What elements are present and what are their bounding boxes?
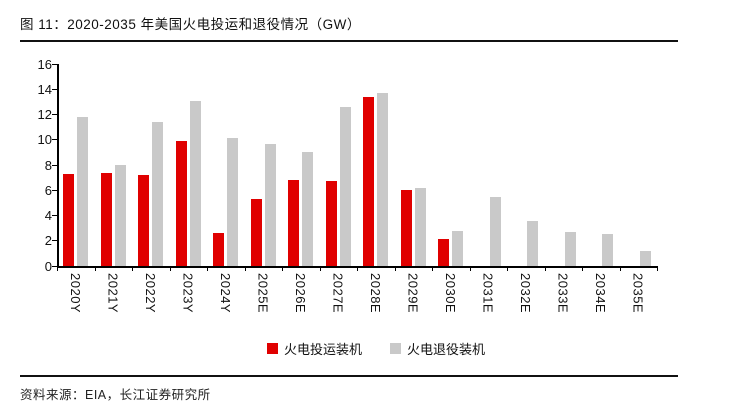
x-axis-category-label: 2020Y xyxy=(67,273,83,314)
bar-commission xyxy=(400,190,412,266)
y-axis-tick-label: 2 xyxy=(44,233,52,249)
bar-commission xyxy=(325,181,337,266)
y-tick-mark xyxy=(52,164,57,166)
bar-retire xyxy=(339,106,351,266)
y-axis-tick-label: 8 xyxy=(44,157,52,173)
x-tick-mark xyxy=(357,266,358,271)
x-axis-category-label: 2023Y xyxy=(180,273,196,314)
bar-commission xyxy=(213,233,225,266)
x-axis-category-label: 2027E xyxy=(330,273,346,314)
x-tick-mark xyxy=(619,266,621,271)
bar-commission xyxy=(138,175,150,266)
figure-title: 图 11：2020-2035 年美国火电投运和退役情况（GW） xyxy=(20,17,361,32)
chart-legend: 火电投运装机 火电退役装机 xyxy=(0,339,752,358)
y-tick-mark xyxy=(52,215,57,216)
y-axis-tick-label: 10 xyxy=(37,132,52,148)
legend-label: 火电退役装机 xyxy=(407,342,486,357)
y-axis-tick-label: 16 xyxy=(37,56,52,72)
x-axis-category-label: 2024Y xyxy=(217,273,233,314)
legend-label: 火电投运装机 xyxy=(283,342,362,357)
x-tick-mark xyxy=(57,266,58,271)
x-tick-mark xyxy=(319,266,321,271)
bar-retire xyxy=(227,138,239,266)
x-axis-category-label: 2028E xyxy=(367,273,383,314)
bar-retire xyxy=(414,187,426,266)
bar-retire xyxy=(114,165,126,266)
bar-retire xyxy=(452,230,464,266)
bar-retire xyxy=(302,152,314,266)
bar-retire xyxy=(639,250,651,266)
bar-retire xyxy=(489,196,501,266)
y-axis-tick-label: 0 xyxy=(44,258,52,274)
x-tick-mark xyxy=(282,266,283,271)
x-tick-mark xyxy=(544,266,546,271)
x-tick-mark xyxy=(394,266,396,271)
x-axis-category-label: 2030E xyxy=(442,273,458,314)
x-tick-mark xyxy=(507,266,508,271)
y-tick-mark xyxy=(52,189,57,191)
source-note: 资料来源：EIA，长江证券研究所 xyxy=(20,388,211,402)
x-axis-category-label: 2031E xyxy=(480,273,496,314)
x-tick-mark xyxy=(94,266,96,271)
x-axis-category-label: 2021Y xyxy=(105,273,121,314)
x-tick-mark xyxy=(207,266,208,271)
x-axis-category-label: 2035E xyxy=(630,273,646,314)
bar-retire xyxy=(152,122,164,266)
y-tick-mark xyxy=(52,240,57,242)
y-tick-mark xyxy=(52,63,57,65)
bar-retire xyxy=(189,100,201,266)
bar-retire xyxy=(377,93,389,266)
y-tick-mark xyxy=(52,114,57,115)
bar-retire xyxy=(77,117,89,266)
bar-commission xyxy=(438,239,450,266)
x-axis-category-label: 2022Y xyxy=(142,273,158,314)
x-tick-mark xyxy=(657,266,658,271)
x-tick-mark xyxy=(169,266,171,271)
legend-item-retire: 火电退役装机 xyxy=(390,339,485,358)
bar-commission xyxy=(100,172,112,266)
source-divider xyxy=(20,375,678,377)
y-axis-line xyxy=(57,64,59,267)
y-tick-mark xyxy=(52,265,57,267)
x-tick-mark xyxy=(469,266,471,271)
retire-legend-swatch xyxy=(390,343,401,354)
x-axis-category-label: 2033E xyxy=(555,273,571,314)
bar-commission xyxy=(63,173,75,266)
bar-retire xyxy=(527,220,539,266)
x-axis-category-label: 2029E xyxy=(405,273,421,314)
x-tick-mark xyxy=(132,266,133,271)
x-tick-mark xyxy=(432,266,433,271)
bar-commission xyxy=(250,199,262,266)
y-tick-mark xyxy=(52,88,57,90)
y-tick-mark xyxy=(52,139,57,141)
x-axis-category-label: 2032E xyxy=(517,273,533,314)
bar-retire xyxy=(602,234,614,266)
y-axis-tick-label: 6 xyxy=(44,182,52,198)
y-axis-tick-label: 12 xyxy=(37,107,52,122)
y-axis-tick-label: 4 xyxy=(44,208,52,223)
legend-item-commission: 火电投运装机 xyxy=(266,339,362,358)
bar-retire xyxy=(564,231,576,266)
bar-retire xyxy=(264,143,276,266)
y-axis-tick-label: 14 xyxy=(37,81,52,97)
x-axis-category-label: 2025E xyxy=(255,273,271,314)
bar-chart: 0 2 4 6 8 10 12 14 16 2020Y 2021Y 2022Y 2023Y 2024Y 20… xyxy=(0,44,752,364)
bar-commission xyxy=(175,141,187,266)
bar-commission xyxy=(288,180,300,266)
x-axis-category-label: 2034E xyxy=(592,273,608,314)
commission-legend-swatch xyxy=(266,343,278,354)
x-axis-category-label: 2026E xyxy=(292,273,308,314)
x-tick-mark xyxy=(244,266,246,271)
x-tick-mark xyxy=(582,266,583,271)
bar-commission xyxy=(363,96,375,266)
title-divider xyxy=(20,40,678,42)
